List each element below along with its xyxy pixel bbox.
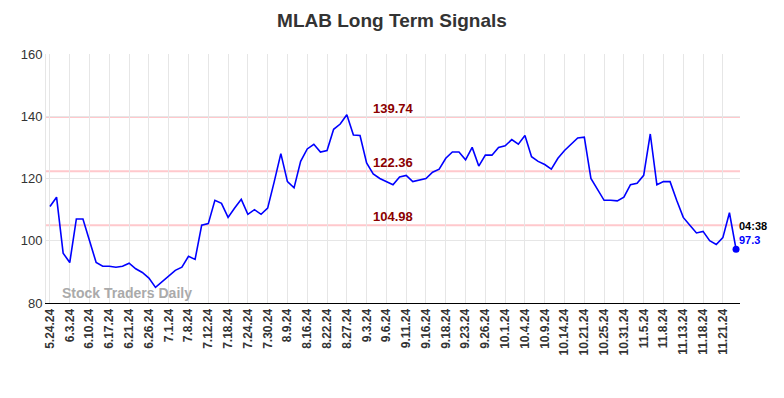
svg-text:6.26.24: 6.26.24	[142, 308, 156, 348]
svg-text:10.21.24: 10.21.24	[577, 308, 591, 355]
svg-text:7.1.24: 7.1.24	[162, 308, 176, 342]
svg-text:6.17.24: 6.17.24	[102, 308, 116, 348]
svg-text:9.26.24: 9.26.24	[478, 308, 492, 348]
svg-text:9.16.24: 9.16.24	[419, 308, 433, 348]
svg-text:139.74: 139.74	[373, 101, 414, 116]
svg-text:97.3: 97.3	[739, 234, 760, 246]
svg-text:11.21.24: 11.21.24	[716, 308, 730, 354]
svg-text:6.10.24: 6.10.24	[82, 308, 96, 348]
svg-text:140: 140	[21, 109, 43, 124]
svg-text:11.5.24: 11.5.24	[637, 308, 651, 348]
svg-text:120: 120	[21, 171, 43, 186]
svg-text:9.3.24: 9.3.24	[360, 308, 374, 342]
svg-text:9.6.24: 9.6.24	[379, 308, 393, 342]
svg-text:6.3.24: 6.3.24	[63, 308, 77, 342]
svg-text:8.9.24: 8.9.24	[280, 308, 294, 342]
svg-text:10.9.24: 10.9.24	[538, 308, 552, 348]
svg-text:10.14.24: 10.14.24	[557, 308, 571, 355]
svg-text:9.23.24: 9.23.24	[458, 308, 472, 348]
svg-text:11.13.24: 11.13.24	[676, 308, 690, 354]
svg-text:11.18.24: 11.18.24	[696, 308, 710, 354]
svg-text:04:38: 04:38	[739, 220, 767, 232]
svg-text:10.31.24: 10.31.24	[617, 308, 631, 355]
svg-text:10.1.24: 10.1.24	[498, 308, 512, 348]
svg-text:10.4.24: 10.4.24	[518, 308, 532, 348]
svg-text:Stock Traders Daily: Stock Traders Daily	[62, 285, 192, 301]
svg-text:6.21.24: 6.21.24	[122, 308, 136, 348]
svg-text:8.27.24: 8.27.24	[340, 308, 354, 348]
svg-text:5.24.24: 5.24.24	[43, 308, 57, 348]
svg-text:11.8.24: 11.8.24	[656, 308, 670, 348]
svg-text:8.16.24: 8.16.24	[300, 308, 314, 348]
svg-text:7.8.24: 7.8.24	[181, 308, 195, 342]
svg-text:100: 100	[21, 233, 43, 248]
svg-text:8.22.24: 8.22.24	[320, 308, 334, 348]
svg-text:7.30.24: 7.30.24	[261, 308, 275, 348]
svg-text:122.36: 122.36	[373, 155, 413, 170]
svg-text:104.98: 104.98	[373, 209, 413, 224]
svg-text:9.18.24: 9.18.24	[439, 308, 453, 348]
svg-text:7.12.24: 7.12.24	[201, 308, 215, 348]
svg-text:MLAB Long Term Signals: MLAB Long Term Signals	[277, 10, 507, 31]
svg-text:160: 160	[21, 47, 43, 62]
svg-text:7.18.24: 7.18.24	[221, 308, 235, 348]
svg-text:80: 80	[28, 296, 42, 311]
svg-text:10.25.24: 10.25.24	[597, 308, 611, 355]
svg-text:9.11.24: 9.11.24	[399, 308, 413, 348]
svg-text:7.24.24: 7.24.24	[241, 308, 255, 348]
